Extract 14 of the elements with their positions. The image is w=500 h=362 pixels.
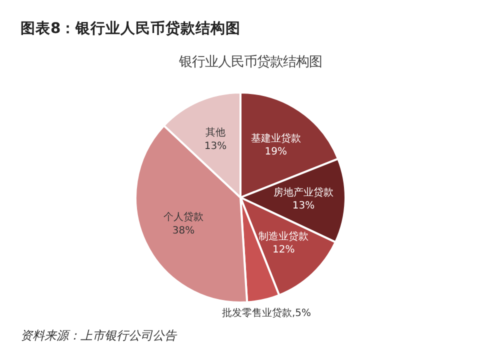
slice-label: 其他 [205,126,226,139]
slice-label: 个人贷款 [163,211,204,224]
slice-label: 房地产业贷款 [273,186,334,198]
text: 资料来源：上市银行公司公告 [20,328,178,342]
slice-label: 批发零售业贷款,5% [222,307,311,320]
slice-label: 基建业贷款 [250,132,301,144]
chart-subtitle: 银行业人民币贷款结构图 [178,55,322,70]
data-label: 19% [264,146,288,158]
data-label: 13% [292,200,315,212]
chart-title: 图表8：银行业人民币贷款结构图 [20,20,241,37]
data-label: 13% [204,140,227,152]
data-label: 38% [172,225,195,236]
slice-label: 制造业贷款 [258,230,309,242]
data-label: 12% [272,244,295,256]
